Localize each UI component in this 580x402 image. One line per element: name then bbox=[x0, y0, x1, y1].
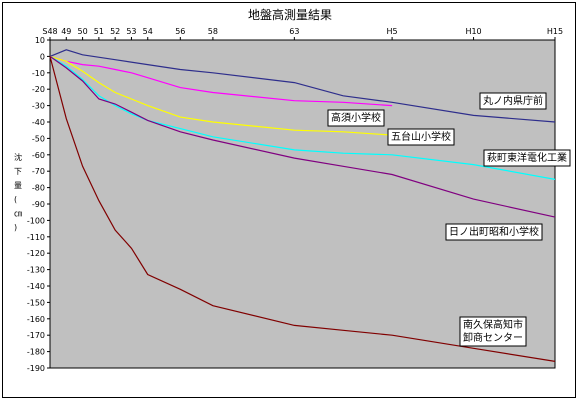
series-label-text: 五台山小学校 bbox=[391, 130, 451, 143]
y-tick-label: -40 bbox=[32, 118, 45, 127]
y-tick-label: -80 bbox=[32, 184, 45, 193]
y-tick-label: -20 bbox=[32, 85, 45, 94]
y-tick-label: -190 bbox=[27, 364, 45, 373]
series-line-1 bbox=[49, 49, 556, 123]
x-tick-label: 63 bbox=[289, 27, 299, 36]
x-tick-label: 50 bbox=[77, 27, 87, 36]
x-tick-label: 56 bbox=[175, 27, 185, 36]
series-label-1: 丸ノ内県庁前 bbox=[479, 92, 547, 110]
y-tick-label: -130 bbox=[27, 266, 45, 275]
series-lines bbox=[49, 49, 556, 362]
y-ticks: 10 0 -10 -20 -30 -40 -50 -60 -70 -80 -90 -100 -110 -1… bbox=[27, 36, 50, 373]
series-label-text: 丸ノ内県庁前 bbox=[483, 94, 543, 107]
x-tick-label: 58 bbox=[208, 27, 218, 36]
plot-area bbox=[49, 39, 556, 369]
y-tick-label: 10 bbox=[35, 36, 45, 45]
y-tick-label: -30 bbox=[32, 102, 45, 111]
y-tick-label: -120 bbox=[27, 249, 45, 258]
series-line-6 bbox=[49, 56, 556, 362]
y-axis-label: 沈下量(㎝) bbox=[14, 152, 22, 232]
x-ticks: S48 49 50 51 52 53 54 56 58 63 H5 H10 H15 bbox=[42, 27, 563, 40]
series-label-box bbox=[483, 149, 571, 167]
series-label-box bbox=[445, 223, 543, 241]
x-tick-label: H15 bbox=[547, 27, 563, 36]
y-tick-label: -140 bbox=[27, 282, 45, 291]
y-tick-label: -110 bbox=[27, 233, 45, 242]
y-tick-label: -100 bbox=[27, 216, 45, 225]
series-label-text: 卸商センター bbox=[463, 331, 523, 344]
y-tick-label: -180 bbox=[27, 348, 45, 357]
y-tick-label: 0 bbox=[40, 52, 45, 61]
x-tick-label: 51 bbox=[94, 27, 104, 36]
x-tick-label: 54 bbox=[143, 27, 153, 36]
x-tick-label: 52 bbox=[110, 27, 120, 36]
y-tick-label: -150 bbox=[27, 298, 45, 307]
series-label-box bbox=[327, 109, 385, 127]
y-tick-label: -60 bbox=[32, 151, 45, 160]
series-line-4 bbox=[49, 55, 556, 180]
series-line-2 bbox=[49, 55, 393, 107]
y-tick-label: -50 bbox=[32, 134, 45, 143]
x-tick-label: 53 bbox=[126, 27, 136, 36]
series-label-3: 五台山小学校 bbox=[387, 128, 455, 146]
series-label-5: 日ノ出町昭和小学校 bbox=[445, 223, 543, 241]
y-tick-label: -170 bbox=[27, 331, 45, 340]
series-label-box bbox=[479, 92, 547, 110]
series-label-text: 萩町東洋電化工業 bbox=[487, 151, 567, 164]
series-label-text: 日ノ出町昭和小学校 bbox=[449, 225, 539, 238]
x-tick-label: H10 bbox=[465, 27, 481, 36]
series-label-2: 高須小学校 bbox=[327, 109, 385, 127]
series-label-box bbox=[387, 128, 455, 146]
series-label-text: 南久保高知市 bbox=[463, 318, 523, 331]
y-tick-label: -90 bbox=[32, 200, 45, 209]
series-label-4: 萩町東洋電化工業 bbox=[483, 149, 571, 167]
y-tick-label: -160 bbox=[27, 315, 45, 324]
chart-title: 地盤高測量結果 bbox=[248, 7, 332, 22]
series-line-5 bbox=[49, 55, 556, 218]
x-tick-label: H5 bbox=[387, 27, 398, 36]
x-tick-label: 49 bbox=[61, 27, 71, 36]
y-tick-label: -70 bbox=[32, 167, 45, 176]
series-labels: 丸ノ内県庁前高須小学校五台山小学校萩町東洋電化工業日ノ出町昭和小学校南久保高知市… bbox=[327, 92, 571, 347]
y-tick-label: -10 bbox=[32, 69, 45, 78]
series-label-text: 高須小学校 bbox=[331, 111, 381, 124]
series-label-box bbox=[459, 316, 527, 347]
x-tick-label: S48 bbox=[42, 27, 57, 36]
series-line-3 bbox=[49, 55, 393, 136]
